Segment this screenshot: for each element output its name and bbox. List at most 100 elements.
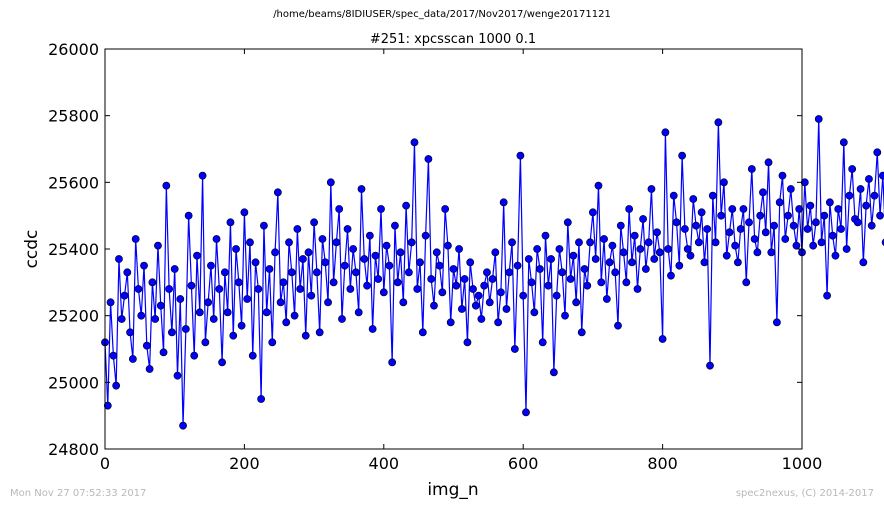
data-point xyxy=(326,178,335,187)
data-point xyxy=(335,205,344,213)
data-point xyxy=(527,278,536,287)
data-point xyxy=(655,248,664,257)
data-point xyxy=(145,365,154,373)
data-point xyxy=(282,318,291,327)
data-point xyxy=(566,275,575,283)
data-point xyxy=(491,248,500,257)
data-point xyxy=(536,265,544,273)
data-point xyxy=(142,341,151,350)
data-point xyxy=(318,235,327,243)
data-point xyxy=(151,315,160,323)
data-point xyxy=(140,261,148,270)
data-point xyxy=(653,228,661,237)
data-point xyxy=(745,218,753,227)
data-point xyxy=(589,208,597,217)
data-point xyxy=(552,291,561,300)
data-point xyxy=(131,235,140,243)
data-point xyxy=(806,201,815,210)
data-point xyxy=(402,201,410,210)
data-point xyxy=(795,205,804,213)
data-point xyxy=(524,255,533,263)
data-point xyxy=(775,198,784,207)
data-point xyxy=(625,205,634,213)
data-point xyxy=(168,328,176,337)
data-point xyxy=(332,238,341,247)
data-point xyxy=(773,318,781,327)
data-point xyxy=(466,258,475,267)
data-point xyxy=(399,298,408,307)
data-point xyxy=(764,158,773,167)
data-point xyxy=(352,268,360,277)
data-point xyxy=(329,278,338,287)
data-point xyxy=(374,275,383,283)
data-point xyxy=(477,315,486,323)
data-point xyxy=(731,241,739,250)
data-point xyxy=(446,318,455,327)
data-point xyxy=(187,281,196,290)
data-point xyxy=(223,308,232,317)
data-point xyxy=(173,371,182,380)
data-point xyxy=(848,165,857,173)
data-point xyxy=(742,278,751,287)
data-point xyxy=(243,295,252,303)
data-point xyxy=(193,251,201,260)
data-point xyxy=(441,205,450,213)
footer-credit: spec2nexus, (C) 2014-2017 xyxy=(735,488,874,499)
data-point xyxy=(385,261,394,270)
x-tick-label: 0 xyxy=(100,454,110,473)
data-point xyxy=(717,211,726,220)
data-point xyxy=(516,151,525,160)
series-layer xyxy=(101,115,884,430)
series-line xyxy=(104,118,884,426)
data-point xyxy=(644,238,653,247)
data-point xyxy=(488,275,497,283)
data-point xyxy=(839,138,848,147)
data-point xyxy=(254,285,263,293)
data-point xyxy=(204,298,213,307)
data-point xyxy=(784,211,792,220)
data-point xyxy=(700,258,709,267)
data-point xyxy=(856,185,865,193)
data-point xyxy=(307,291,316,300)
data-point xyxy=(240,208,249,217)
data-point xyxy=(569,251,578,260)
data-point xyxy=(522,408,530,417)
data-point xyxy=(867,221,876,230)
data-point xyxy=(672,218,681,227)
data-point xyxy=(580,265,589,273)
data-point xyxy=(853,218,862,227)
data-point xyxy=(722,251,731,260)
data-point xyxy=(878,171,884,180)
y-tick-label: 25400 xyxy=(48,240,99,259)
data-point xyxy=(299,255,307,263)
data-point xyxy=(561,311,569,320)
data-point xyxy=(338,315,346,323)
data-point xyxy=(360,255,369,263)
data-point xyxy=(602,295,611,303)
data-point xyxy=(176,295,185,303)
data-point xyxy=(265,265,274,273)
data-point xyxy=(778,171,787,180)
data-point xyxy=(831,251,840,260)
x-axis: 0 200 400 600 800 1000 xyxy=(100,49,822,473)
data-point xyxy=(678,151,687,160)
data-point xyxy=(315,328,324,337)
data-point xyxy=(633,285,642,293)
data-point xyxy=(608,241,617,250)
y-axis: 24800 25000 25200 25400 25600 25800 26000 xyxy=(48,40,802,459)
data-point xyxy=(262,308,271,317)
data-point xyxy=(692,221,700,230)
data-point xyxy=(416,258,424,267)
data-point xyxy=(594,181,603,190)
data-point xyxy=(825,198,834,207)
y-tick-label: 25800 xyxy=(48,107,99,126)
data-point xyxy=(365,231,374,240)
data-point xyxy=(600,235,608,243)
data-point xyxy=(273,188,282,197)
data-point xyxy=(842,245,851,253)
data-point xyxy=(117,315,126,323)
data-point xyxy=(583,281,592,290)
data-point xyxy=(179,421,187,430)
data-point xyxy=(285,238,293,247)
